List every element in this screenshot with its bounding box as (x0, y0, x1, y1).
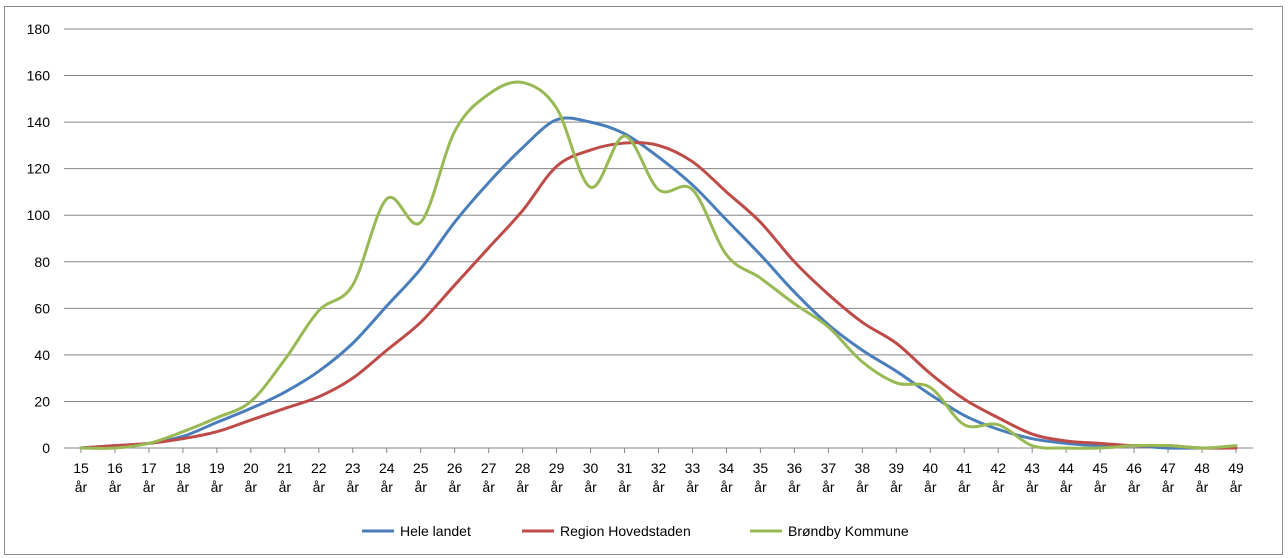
x-tick-label: 32 år (651, 460, 667, 495)
x-tick-label: 20 år (243, 460, 259, 495)
y-tick-label: 80 (34, 254, 50, 270)
legend-label: Region Hovedstaden (560, 523, 691, 539)
x-tick-label: 18 år (175, 460, 191, 495)
x-tick-label: 30 år (583, 460, 599, 495)
x-tick-label: 16 år (107, 460, 123, 495)
x-tick-label: 34 år (719, 460, 735, 495)
y-tick-label: 140 (27, 114, 51, 130)
y-tick-label: 160 (27, 68, 51, 84)
chart-frame: 0 20 40 60 80 100 120 140 160 180 15 år 16 år 17 år 18 å… (4, 6, 1283, 555)
y-tick-label: 180 (27, 21, 51, 37)
x-tick-label: 24 år (379, 460, 395, 495)
series-line-hele-landet (79, 116, 1238, 450)
x-tick-label: 17 år (141, 460, 157, 495)
x-tick-label: 29 år (549, 460, 565, 495)
y-tick-label: 0 (42, 440, 50, 456)
x-tick-label: 39 år (889, 460, 905, 495)
gridlines (64, 28, 1253, 453)
x-tick-label: 38 år (855, 460, 871, 495)
x-tick-label: 47 år (1160, 460, 1176, 495)
x-tick-label: 27 år (481, 460, 497, 495)
x-tick-label: 42 år (990, 460, 1006, 495)
x-tick-label: 31 år (617, 460, 633, 495)
x-tick-label: 35 år (753, 460, 769, 495)
x-tick-label: 19 år (209, 460, 225, 495)
y-tick-label: 60 (34, 300, 50, 316)
x-tick-label: 26 år (447, 460, 463, 495)
x-tick-label: 15 år (73, 460, 89, 495)
y-tick-label: 100 (27, 207, 51, 223)
y-tick-label: 20 (34, 393, 50, 409)
x-tick-label: 43 år (1024, 460, 1040, 495)
x-tick-label: 40 år (922, 460, 938, 495)
series-line-region-hovedstaden (79, 141, 1238, 450)
x-tick-label: 41 år (956, 460, 972, 495)
legend: Hele landet Region Hovedstaden Brøndby Kom… (362, 523, 909, 539)
x-tick-label: 25 år (413, 460, 429, 495)
x-tick-label: 22 år (311, 460, 327, 495)
y-tick-label: 120 (27, 161, 51, 177)
legend-label: Brøndby Kommune (788, 523, 909, 539)
line-chart: 0 20 40 60 80 100 120 140 160 180 15 år 16 år 17 år 18 å… (27, 21, 1253, 539)
y-tick-label: 40 (34, 347, 50, 363)
x-tick-label: 23 år (345, 460, 361, 495)
y-axis-tick-labels: 0 20 40 60 80 100 120 140 160 180 (27, 21, 51, 456)
x-tick-label: 33 år (685, 460, 701, 495)
x-tick-label: 37 år (821, 460, 837, 495)
x-tick-label: 49 år (1228, 460, 1244, 495)
legend-label: Hele landet (400, 523, 471, 539)
x-axis-tick-labels: 15 år 16 år 17 år 18 år 19 år 20 år 21 år 22 år 23 år 24 år… (73, 460, 1244, 495)
x-tick-label: 21 år (277, 460, 293, 495)
series-lines (79, 80, 1238, 450)
x-tick-label: 46 år (1126, 460, 1142, 495)
x-tick-label: 48 år (1194, 460, 1210, 495)
x-tick-label: 28 år (515, 460, 531, 495)
x-tick-label: 36 år (787, 460, 803, 495)
x-tick-label: 45 år (1092, 460, 1108, 495)
x-tick-label: 44 år (1058, 460, 1074, 495)
series-line-br-ndby-kommune (79, 80, 1238, 450)
